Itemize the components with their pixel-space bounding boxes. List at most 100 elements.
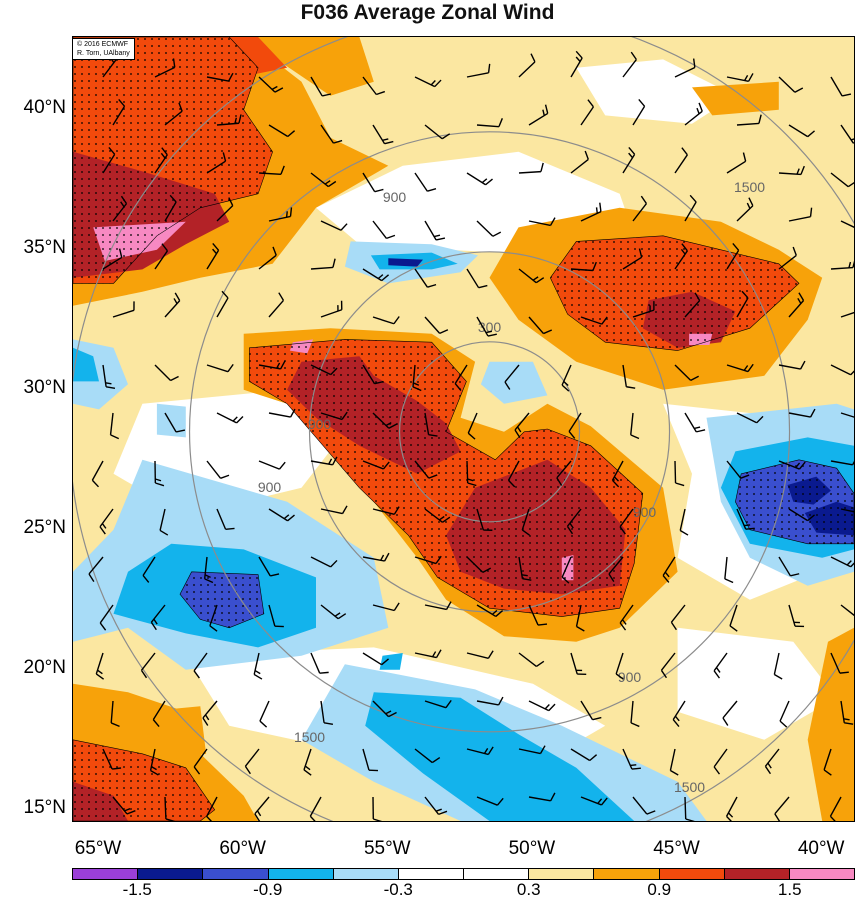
colorbar-swatch	[594, 869, 660, 879]
stipple-region	[735, 459, 854, 545]
wind-barb	[632, 98, 646, 126]
wind-region	[365, 692, 635, 821]
wind-barb	[164, 194, 177, 222]
wind-barb	[320, 411, 348, 421]
wind-barb	[518, 652, 545, 668]
wind-barb	[372, 220, 396, 240]
colorbar	[72, 868, 855, 880]
range-ring	[398, 341, 581, 523]
wind-barb	[528, 792, 556, 802]
range-ring-label: 900	[383, 189, 407, 205]
wind-barb	[454, 364, 468, 391]
stipple-region	[179, 571, 265, 629]
wind-barb	[823, 748, 832, 776]
wind-barb	[466, 63, 491, 78]
wind-barb	[424, 220, 446, 241]
wind-barb	[320, 505, 348, 515]
wind-barb	[619, 604, 634, 631]
wind-barb	[566, 508, 582, 535]
wind-barb	[216, 197, 234, 222]
wind-barb	[372, 506, 400, 515]
colorbar-swatch	[203, 869, 269, 879]
wind-barb	[110, 700, 120, 728]
wind-barb	[244, 748, 260, 775]
wind-barb	[164, 412, 186, 433]
wind-barb	[830, 364, 854, 376]
wind-barb	[724, 556, 734, 584]
wind-barb	[788, 124, 816, 138]
range-ring-label: 900	[308, 416, 332, 432]
wind-barb	[840, 412, 854, 418]
wind-barb	[414, 649, 442, 659]
wind-barb	[476, 696, 504, 706]
colorbar-tick-label: -0.3	[383, 880, 413, 899]
wind-barb	[788, 604, 805, 628]
wind-barb	[764, 748, 780, 775]
latitude-label: 15°N	[23, 796, 66, 818]
map-title: F036 Average Zonal Wind	[300, 1, 555, 24]
wind-barb	[670, 604, 686, 631]
wind-region	[243, 37, 374, 96]
wind-barb	[372, 316, 400, 325]
wind-region	[807, 627, 854, 821]
wind-barb	[95, 652, 105, 680]
wind-barb	[320, 604, 347, 620]
colorbar-tick-label: 0.9	[647, 880, 672, 899]
range-ring	[188, 131, 791, 733]
credit-box: © 2016 ECMWF R. Torn, UAlbany	[72, 38, 135, 60]
wind-barb	[414, 172, 437, 192]
wind-barb	[102, 147, 116, 174]
wind-barb	[830, 260, 854, 270]
wind-barb	[362, 748, 379, 772]
wind-barb	[788, 508, 816, 522]
wind-barb	[575, 604, 585, 632]
wind-barb	[102, 364, 116, 390]
wind-barb	[109, 412, 120, 440]
wind-barb	[504, 364, 520, 390]
colorbar-swatch	[73, 869, 139, 879]
wind-barb	[149, 748, 159, 776]
colorbar-tick-label: 1.5	[777, 880, 802, 899]
wind-barb	[99, 604, 114, 631]
wind-barb	[91, 460, 104, 488]
wind-barb	[268, 207, 293, 222]
wind-barb	[507, 460, 520, 488]
wind-barb	[630, 700, 640, 728]
wind-region	[388, 258, 423, 267]
wind-region	[379, 653, 403, 670]
wind-barb	[424, 508, 451, 523]
range-ring-label: 1500	[674, 779, 705, 795]
wind-barb	[164, 796, 175, 821]
wind-barb	[99, 508, 114, 535]
wind-barb	[142, 556, 156, 583]
wind-barb	[608, 556, 624, 582]
wind-barb	[829, 796, 842, 821]
wind-barb	[840, 700, 854, 725]
wind-barb	[778, 556, 800, 577]
wind-barb	[518, 268, 545, 284]
wind-barb	[424, 601, 452, 611]
wind-barb	[206, 796, 218, 821]
wind-barb	[830, 76, 852, 97]
colorbar-tick-label: -0.9	[253, 880, 283, 899]
wind-barb	[725, 796, 738, 821]
wind-barb	[202, 700, 218, 726]
wind-barb	[112, 796, 136, 815]
wind-barb	[528, 104, 549, 126]
wind-barb	[209, 604, 218, 632]
wind-barb	[476, 316, 497, 337]
colorbar-tick-label: -1.5	[122, 880, 152, 899]
colorbar-swatch	[724, 869, 790, 879]
range-ring-label: 900	[618, 669, 642, 685]
wind-barb	[206, 460, 230, 479]
wind-barb	[713, 748, 728, 775]
wind-barb	[112, 98, 126, 126]
wind-barb	[258, 460, 286, 470]
wind-barb	[736, 412, 764, 424]
wind-barb	[309, 796, 322, 821]
wind-barb	[674, 243, 688, 270]
wind-barb	[268, 408, 296, 418]
wind-barb	[615, 652, 624, 680]
wind-barb	[736, 197, 754, 222]
wind-barb	[674, 58, 696, 78]
